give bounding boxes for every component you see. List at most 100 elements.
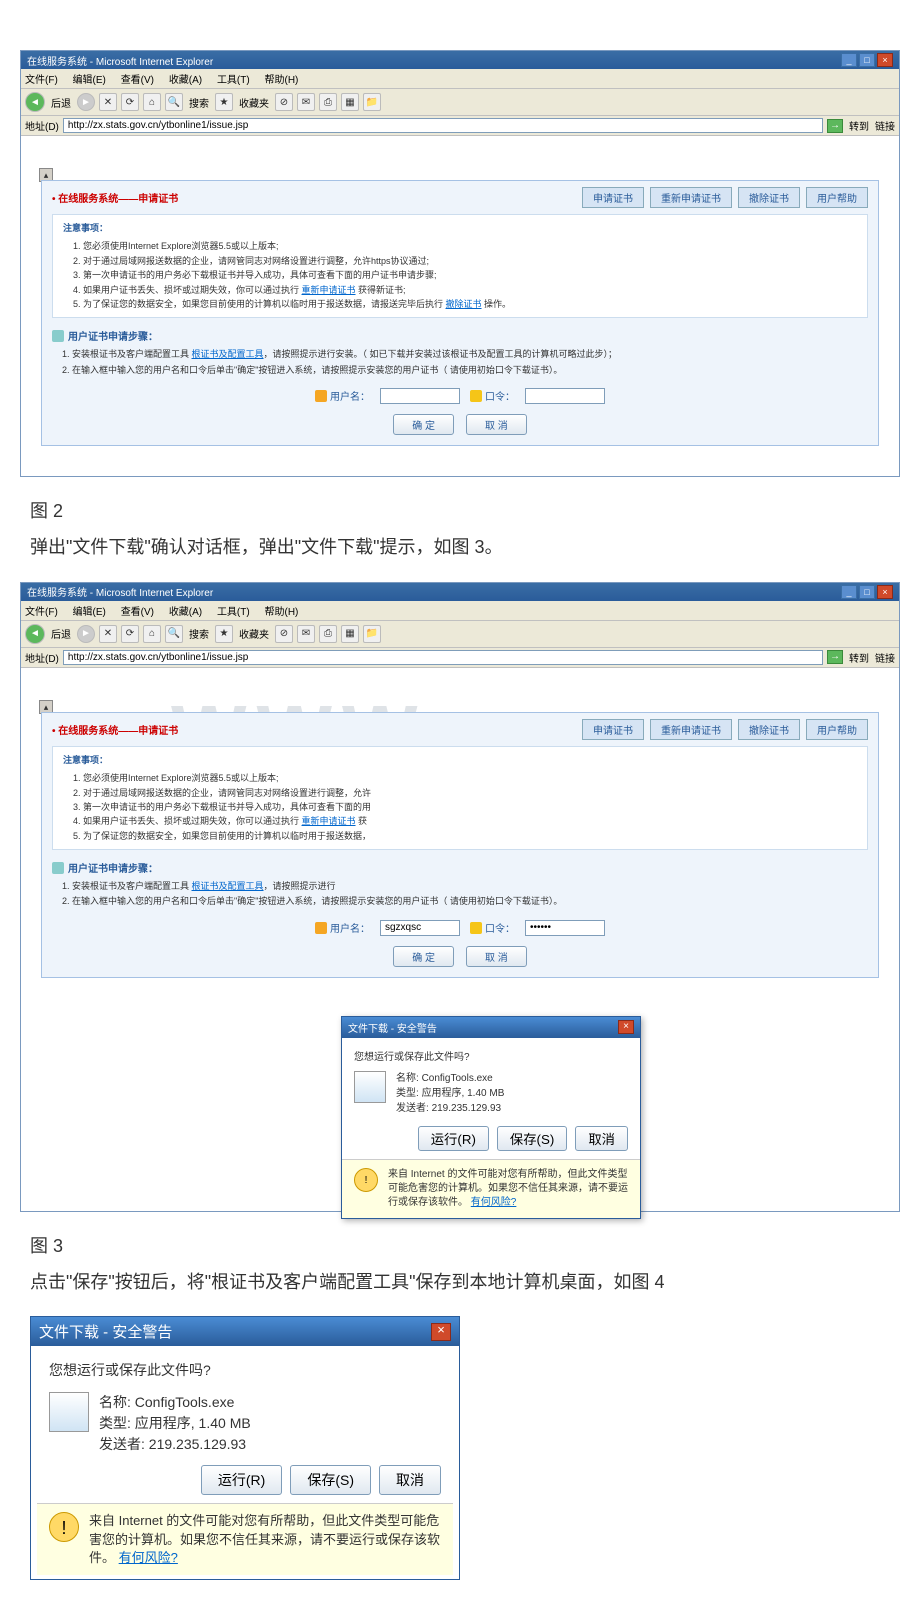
risk-link[interactable]: 有何风险? (119, 1550, 178, 1565)
dialog-title-text: 文件下载 - 安全警告 (39, 1321, 172, 1342)
go-button[interactable]: → (827, 119, 843, 133)
revoke-link[interactable]: 撤除证书 (446, 299, 482, 309)
history-button[interactable]: ⊘ (275, 625, 293, 643)
print-button[interactable]: ⎙ (319, 93, 337, 111)
cancel-button[interactable]: 取消 (575, 1126, 628, 1151)
favorites-button[interactable]: ★ (215, 625, 233, 643)
go-label: 转到 (849, 650, 869, 665)
ok-button[interactable]: 确 定 (393, 414, 454, 435)
search-label: 搜索 (189, 626, 209, 641)
home-button[interactable]: ⌂ (143, 625, 161, 643)
folder-button[interactable]: 📁 (363, 93, 381, 111)
go-button[interactable]: → (827, 650, 843, 664)
dialog-close-button[interactable]: × (431, 1323, 451, 1341)
menu-view[interactable]: 查看(V) (121, 607, 154, 618)
steps-icon (52, 330, 64, 342)
step-item: 在输入框中输入您的用户名和口令后单击"确定"按钮进入系统，请按照提示安装您的用户… (72, 363, 868, 378)
ok-button[interactable]: 确 定 (393, 946, 454, 967)
key-icon (470, 922, 482, 934)
favorites-button[interactable]: ★ (215, 93, 233, 111)
notice-box: 注意事项： 您必须使用Internet Explore浏览器5.5或以上版本; … (52, 214, 868, 318)
forward-button[interactable]: ► (77, 625, 95, 643)
username-label: 用户名： (315, 388, 370, 403)
menu-file[interactable]: 文件(F) (25, 607, 58, 618)
menu-view[interactable]: 查看(V) (121, 75, 154, 86)
dialog-title-text: 文件下载 - 安全警告 (348, 1020, 437, 1035)
notice-item: 对于通过局域网报送数据的企业，请网管同志对网络设置进行调整，允许 (83, 786, 857, 800)
menubar: 文件(F) 编辑(E) 查看(V) 收藏(A) 工具(T) 帮助(H) (21, 69, 899, 89)
file-icon (354, 1071, 386, 1103)
nav-apply[interactable]: 申请证书 (582, 719, 644, 740)
nav-revoke[interactable]: 撤除证书 (738, 719, 800, 740)
close-button[interactable]: × (877, 53, 893, 67)
close-button[interactable]: × (877, 585, 893, 599)
nav-apply[interactable]: 申请证书 (582, 187, 644, 208)
menu-help[interactable]: 帮助(H) (265, 75, 299, 86)
clear-button[interactable]: 取 消 (466, 414, 527, 435)
menu-favorites[interactable]: 收藏(A) (169, 607, 202, 618)
stop-button[interactable]: ✕ (99, 93, 117, 111)
window-controls: _ □ × (841, 585, 893, 599)
maximize-button[interactable]: □ (859, 53, 875, 67)
maximize-button[interactable]: □ (859, 585, 875, 599)
reapply-link[interactable]: 重新申请证书 (302, 816, 356, 826)
search-button[interactable]: 🔍 (165, 93, 183, 111)
mail-button[interactable]: ✉ (297, 93, 315, 111)
menu-file[interactable]: 文件(F) (25, 75, 58, 86)
folder-button[interactable]: 📁 (363, 625, 381, 643)
history-button[interactable]: ⊘ (275, 93, 293, 111)
menu-favorites[interactable]: 收藏(A) (169, 75, 202, 86)
menu-edit[interactable]: 编辑(E) (73, 607, 106, 618)
menu-help[interactable]: 帮助(H) (265, 607, 299, 618)
menu-tools[interactable]: 工具(T) (217, 607, 250, 618)
download-dialog-large: 文件下载 - 安全警告 × 您想运行或保存此文件吗? 名称: ConfigToo… (30, 1316, 460, 1580)
back-button[interactable]: ◄ (25, 624, 45, 644)
menu-edit[interactable]: 编辑(E) (73, 75, 106, 86)
risk-link[interactable]: 有何风险? (471, 1197, 517, 1208)
menu-tools[interactable]: 工具(T) (217, 75, 250, 86)
clear-button[interactable]: 取 消 (466, 946, 527, 967)
search-button[interactable]: 🔍 (165, 625, 183, 643)
minimize-button[interactable]: _ (841, 585, 857, 599)
username-input[interactable] (380, 920, 460, 936)
nav-reapply[interactable]: 重新申请证书 (650, 187, 732, 208)
nav-help[interactable]: 用户帮助 (806, 719, 868, 740)
dialog-close-button[interactable]: × (618, 1020, 634, 1034)
stop-button[interactable]: ✕ (99, 625, 117, 643)
username-input[interactable] (380, 388, 460, 404)
print-button[interactable]: ⎙ (319, 625, 337, 643)
home-button[interactable]: ⌂ (143, 93, 161, 111)
edit-button[interactable]: ▦ (341, 625, 359, 643)
config-tool-link[interactable]: 根证书及配置工具 (192, 881, 264, 891)
save-button[interactable]: 保存(S) (290, 1465, 371, 1495)
file-from-row: 发送者: 219.235.129.93 (99, 1434, 251, 1455)
window-title: 在线服务系统 - Microsoft Internet Explorer (27, 584, 841, 599)
url-field[interactable]: http://zx.stats.gov.cn/ytbonline1/issue.… (63, 118, 823, 133)
cancel-button[interactable]: 取消 (379, 1465, 441, 1495)
url-field[interactable]: http://zx.stats.gov.cn/ytbonline1/issue.… (63, 650, 823, 665)
login-form: 用户名： 口令： (52, 388, 868, 404)
nav-reapply[interactable]: 重新申请证书 (650, 719, 732, 740)
run-button[interactable]: 运行(R) (418, 1126, 489, 1151)
back-label: 后退 (51, 95, 71, 110)
figure-caption-2: 图 2 (30, 497, 900, 523)
password-label: 口令： (470, 388, 515, 403)
run-button[interactable]: 运行(R) (201, 1465, 282, 1495)
nav-revoke[interactable]: 撤除证书 (738, 187, 800, 208)
save-button[interactable]: 保存(S) (497, 1126, 567, 1151)
reapply-link[interactable]: 重新申请证书 (302, 285, 356, 295)
edit-button[interactable]: ▦ (341, 93, 359, 111)
minimize-button[interactable]: _ (841, 53, 857, 67)
nav-help[interactable]: 用户帮助 (806, 187, 868, 208)
refresh-button[interactable]: ⟳ (121, 625, 139, 643)
toolbar: ◄ 后退 ► ✕ ⟳ ⌂ 🔍 搜索 ★ 收藏夹 ⊘ ✉ ⎙ ▦ 📁 (21, 621, 899, 648)
forward-button[interactable]: ► (77, 93, 95, 111)
mail-button[interactable]: ✉ (297, 625, 315, 643)
password-input[interactable] (525, 388, 605, 404)
password-input[interactable] (525, 920, 605, 936)
back-button[interactable]: ◄ (25, 92, 45, 112)
links-label: 链接 (875, 118, 895, 133)
config-tool-link[interactable]: 根证书及配置工具 (192, 349, 264, 359)
refresh-button[interactable]: ⟳ (121, 93, 139, 111)
file-info: 名称: ConfigTools.exe 类型: 应用程序, 1.40 MB 发送… (49, 1392, 441, 1455)
